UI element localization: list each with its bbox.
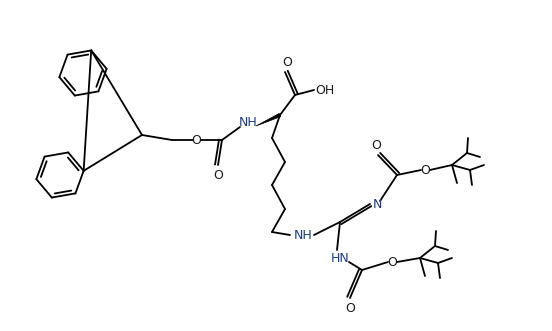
Text: HN: HN [331,252,349,264]
Text: O: O [213,168,223,181]
Text: NH: NH [238,116,257,128]
Text: OH: OH [315,83,335,97]
Text: O: O [420,164,430,176]
Text: O: O [371,138,381,152]
Text: N: N [372,198,381,211]
Text: NH: NH [294,228,312,242]
Text: O: O [387,256,397,268]
Text: O: O [191,133,201,147]
Polygon shape [256,114,281,126]
Text: O: O [282,56,292,69]
Text: O: O [345,302,355,314]
